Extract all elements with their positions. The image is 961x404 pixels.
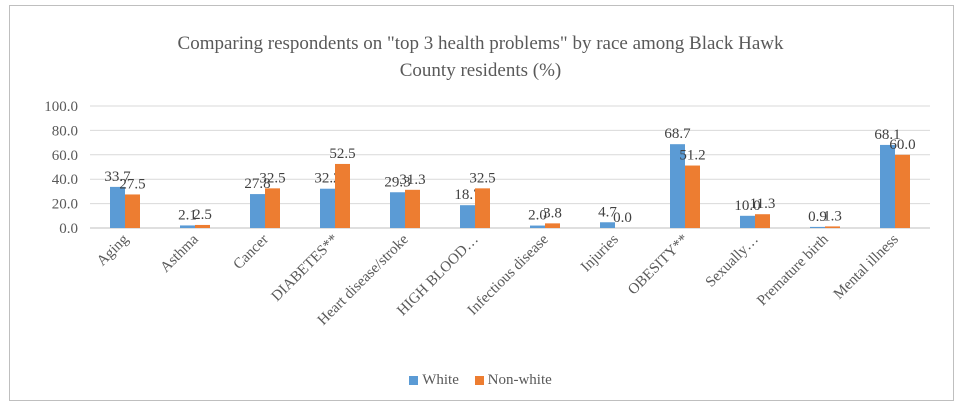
data-label: 29.3: [384, 174, 410, 190]
y-tick-label: 60.0: [52, 148, 78, 164]
bar-non-white: [545, 223, 560, 228]
data-label: 32.5: [259, 170, 285, 186]
data-label: 33.7: [104, 169, 131, 185]
data-label: 60.0: [889, 137, 915, 153]
data-label: 11.3: [750, 196, 776, 212]
data-label: 51.2: [679, 148, 705, 164]
x-tick-label: Injuries: [578, 231, 622, 275]
bar-white: [110, 186, 125, 228]
x-tick-label: Mental illness: [831, 231, 902, 302]
bar-white: [320, 188, 335, 228]
data-label: 31.3: [399, 172, 425, 188]
chart-title-line-2: County residents (%): [399, 60, 562, 81]
data-label: 68.7: [664, 126, 691, 142]
bar-non-white: [825, 226, 840, 228]
x-tick-label: Premature birth: [754, 231, 832, 309]
bar-white: [530, 225, 545, 228]
bar-non-white: [265, 188, 280, 228]
data-label: 0.9: [808, 209, 827, 225]
data-label: 32.2: [314, 171, 340, 187]
bar-non-white: [895, 154, 910, 228]
data-label: 27.8: [244, 176, 270, 192]
chart-title: Comparing respondents on "top 3 health p…: [0, 30, 961, 84]
x-tick-label: Aging: [94, 231, 132, 269]
data-label: 10.0: [734, 198, 760, 214]
bar-non-white: [405, 189, 420, 228]
bar-white: [880, 144, 895, 228]
x-tick-label: Sexually…: [703, 232, 762, 291]
y-tick-label: 80.0: [52, 123, 78, 139]
y-tick-label: 40.0: [52, 172, 78, 188]
bar-non-white: [755, 214, 770, 228]
bar-non-white: [335, 163, 350, 228]
x-tick-label: OBESITY**: [625, 232, 692, 299]
data-label: 3.8: [543, 205, 562, 221]
data-label: 1.3: [823, 208, 842, 224]
bar-white: [390, 192, 405, 228]
legend-item-non-white: Non-white: [474, 372, 552, 389]
legend-label-non-white: Non-white: [487, 372, 552, 388]
data-label: 32.5: [469, 170, 495, 186]
data-label: 2.5: [193, 207, 212, 223]
x-tick-label: Asthma: [158, 231, 203, 276]
bar-white: [460, 205, 475, 228]
data-label: 52.5: [329, 146, 355, 162]
legend-item-white: White: [409, 372, 459, 389]
legend-swatch-non-white: [474, 376, 484, 386]
data-label: 2.0: [528, 208, 547, 224]
data-label: 4.7: [598, 204, 617, 220]
bar-white: [740, 215, 755, 228]
data-label: 18.7: [454, 187, 481, 203]
bar-non-white: [125, 194, 140, 228]
data-label: 68.1: [874, 127, 900, 143]
x-tick-label: Cancer: [230, 232, 271, 273]
legend: White Non-white: [0, 372, 961, 389]
bar-white: [180, 225, 195, 228]
bar-white: [250, 194, 265, 228]
legend-swatch-white: [409, 376, 419, 386]
bar-non-white: [475, 188, 490, 228]
y-tick-label: 0.0: [59, 221, 78, 237]
bar-non-white: [195, 224, 210, 228]
bar-white: [600, 222, 615, 228]
legend-label-white: White: [422, 372, 459, 388]
y-tick-label: 100.0: [44, 99, 78, 115]
bar-white: [810, 226, 825, 228]
chart-title-line-1: Comparing respondents on "top 3 health p…: [177, 33, 784, 54]
bar-non-white: [685, 165, 700, 228]
bar-white: [670, 144, 685, 228]
data-label: 27.5: [119, 176, 145, 192]
data-label: 2.1: [178, 207, 197, 223]
data-label: 0.0: [613, 210, 632, 226]
x-tick-label: DIABETES**: [269, 232, 342, 305]
y-tick-label: 20.0: [52, 197, 78, 213]
